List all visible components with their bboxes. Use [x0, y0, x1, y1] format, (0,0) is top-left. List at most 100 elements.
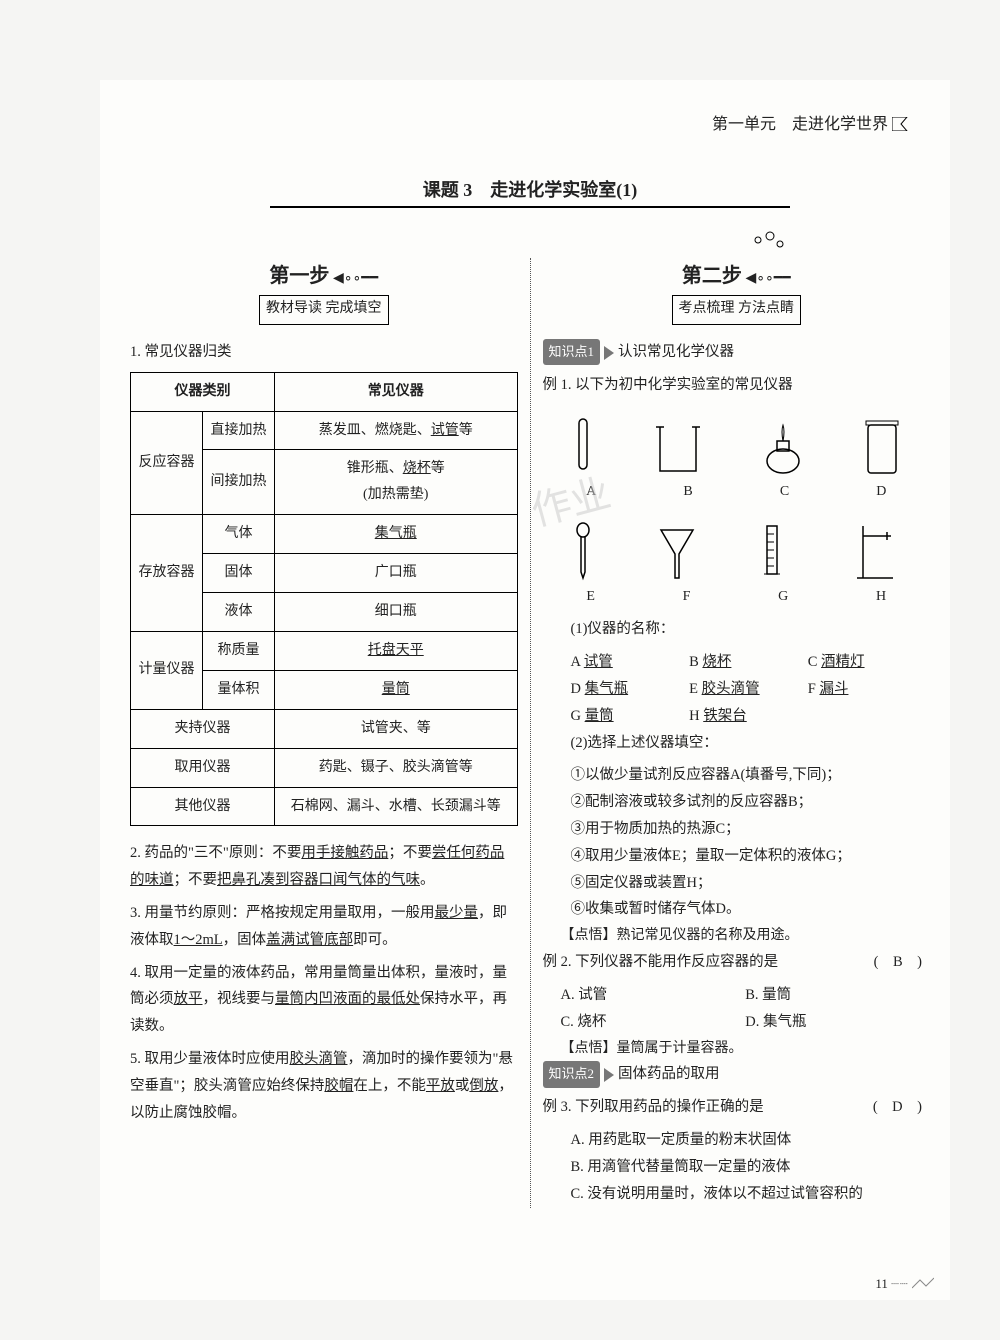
cell: 间接加热: [202, 450, 274, 515]
opt: B. 用滴管代替量筒取一定量的液体: [571, 1154, 931, 1181]
sel-item: ②配制溶液或较多试剂的反应容器B；: [571, 789, 931, 816]
flag-icon: [892, 117, 910, 136]
cell: 直接加热: [202, 411, 274, 450]
sel-item: ⑥收集或暂时储存气体D。: [571, 896, 931, 923]
unit-header-text: 第一单元 走进化学世界: [712, 116, 888, 133]
cell: 其他仪器: [131, 787, 275, 826]
kp1-tag: 知识点1: [543, 339, 601, 365]
apparatus-row-2: [543, 512, 931, 582]
kp-arrow-icon: [604, 346, 614, 360]
cell: 量筒: [274, 670, 517, 709]
ex3-answer: ( D ): [873, 1094, 922, 1121]
cell: 药匙、镊子、胶头滴管等: [274, 748, 517, 787]
cell: 量体积: [202, 670, 274, 709]
gas-jar-icon: [864, 417, 900, 477]
ex2-opts-1: A. 试管 B. 量筒: [561, 982, 931, 1009]
title-ornament-icon: [750, 228, 790, 258]
ex3-opts: A. 用药匙取一定质量的粉末状固体 B. 用滴管代替量筒取一定量的液体 C. 没…: [543, 1127, 931, 1207]
cell: 液体: [202, 593, 274, 632]
th-category: 仪器类别: [131, 372, 275, 411]
sel-list: ①以做少量试剂反应容器A(填番号,下同)； ②配制溶液或较多试剂的反应容器B； …: [543, 762, 931, 923]
ex2-opts-2: C. 烧杯 D. 集气瓶: [561, 1009, 931, 1036]
cell: 试管夹、等: [274, 709, 517, 748]
cell: 石棉网、漏斗、水槽、长颈漏斗等: [274, 787, 517, 826]
label-row-2: E F G H: [543, 584, 931, 610]
kp2-text: 固体药品的取用: [618, 1066, 720, 1082]
sel-item: ⑤固定仪器或装置H；: [571, 870, 931, 897]
table-row: 仪器类别 常见仪器: [131, 372, 518, 411]
cell: 计量仪器: [131, 631, 203, 709]
step2-sub: 考点梳理 方法点睛: [672, 295, 802, 325]
step1-label: 第一步: [269, 265, 329, 287]
u-text: 托盘天平: [368, 643, 424, 658]
table-row: 其他仪器 石棉网、漏斗、水槽、长颈漏斗等: [131, 787, 518, 826]
para-3: 3. 用量节约原则：严格按规定用量取用，一般用最少量，即液体取1～2mL，固体盖…: [130, 900, 518, 954]
para-5: 5. 取用少量液体时应使用胶头滴管，滴加时的操作要领为"悬空垂直"；胶头滴管应始…: [130, 1046, 518, 1126]
right-column: 第二步 ◀∘∘━━ 考点梳理 方法点睛 知识点1 认识常见化学仪器 例 1. 以下…: [543, 258, 931, 1208]
u-text: 量筒: [382, 682, 410, 697]
pgnum-dots-icon: ┈┈: [891, 1276, 909, 1291]
names-grid: A 试管 B 烧杯 C 酒精灯 D 集气瓶 E 胶头滴管 F 漏斗 G 量筒 H…: [543, 649, 931, 729]
u-text: 试管: [431, 423, 459, 438]
cell: 集气瓶: [274, 515, 517, 554]
unit-header: 第一单元 走进化学世界: [130, 110, 930, 136]
cell: 取用仪器: [131, 748, 275, 787]
opt: A. 用药匙取一定质量的粉末状固体: [571, 1127, 931, 1154]
table-row: 存放容器 气体 集气瓶: [131, 515, 518, 554]
opt: C. 没有说明用量时，液体以不超过试管容积的: [571, 1181, 931, 1208]
cell: 广口瓶: [274, 554, 517, 593]
sel-title: (2)选择上述仪器填空：: [543, 730, 931, 757]
step2-banner: 第二步 ◀∘∘━━ 考点梳理 方法点睛: [543, 258, 931, 325]
sel-item: ①以做少量试剂反应容器A(填番号,下同)；: [571, 762, 931, 789]
cell: 蒸发皿、燃烧匙、试管等: [274, 411, 517, 450]
table-row: 取用仪器 药匙、镊子、胶头滴管等: [131, 748, 518, 787]
cell: 存放容器: [131, 515, 203, 632]
ex1-q: 例 1. 以下为初中化学实验室的常见仪器: [543, 372, 931, 399]
alcohol-lamp-icon: [763, 421, 803, 477]
th-common: 常见仪器: [274, 372, 517, 411]
para-4: 4. 取用一定量的液体药品，常用量筒量出体积，量液时，量筒必须放平，视线要与量筒…: [130, 960, 518, 1040]
cell: 夹持仪器: [131, 709, 275, 748]
page: 第一单元 走进化学世界 课题 3 走进化学实验室(1) 作业 第一步 ◀∘∘━━…: [100, 80, 950, 1300]
kp-arrow-icon: [604, 1068, 614, 1082]
u-text: 集气瓶: [375, 526, 417, 541]
cell: 托盘天平: [274, 631, 517, 670]
two-column-layout: 第一步 ◀∘∘━━ 教材导读 完成填空 1. 常见仪器归类 仪器类别 常见仪器 …: [130, 258, 930, 1208]
apparatus-row-1: [543, 407, 931, 477]
page-number: 11 ┈┈: [875, 1276, 934, 1292]
kp1: 知识点1 认识常见化学仪器: [543, 339, 931, 366]
cell: 锥形瓶、烧杯等(加热需垫): [274, 450, 517, 515]
test-tube-icon: [573, 417, 593, 477]
dianwu-2: 【点悟】量筒属于计量容器。: [561, 1036, 931, 1062]
beaker-icon: [654, 421, 702, 477]
u-text: 烧杯: [403, 461, 431, 476]
apparatus-table: 仪器类别 常见仪器 反应容器 直接加热 蒸发皿、燃烧匙、试管等 间接加热 锥形瓶…: [130, 372, 518, 827]
kp2-tag: 知识点2: [543, 1061, 601, 1087]
kp2: 知识点2 固体药品的取用: [543, 1061, 931, 1088]
step1-arrow-icon: ◀∘∘━━: [333, 271, 378, 286]
para-2: 2. 药品的"三不"原则：不要用手接触药品；不要尝任何药品的味道；不要把鼻孔凑到…: [130, 840, 518, 894]
ex3-q: 例 3. 下列取用药品的操作正确的是 ( D ): [543, 1094, 931, 1121]
names-title: (1)仪器的名称：: [543, 616, 931, 643]
ex2-answer: ( B ): [874, 949, 922, 976]
kp1-text: 认识常见化学仪器: [618, 344, 734, 360]
step2-label: 第二步: [682, 265, 742, 287]
iron-stand-icon: [847, 520, 897, 582]
label-row-1: A B C D: [543, 479, 931, 505]
cell: 气体: [202, 515, 274, 554]
sel-item: ④取用少量液体E；量取一定体积的液体G；: [571, 843, 931, 870]
cell: 反应容器: [131, 411, 203, 515]
left-column: 第一步 ◀∘∘━━ 教材导读 完成填空 1. 常见仪器归类 仪器类别 常见仪器 …: [130, 258, 518, 1208]
lesson-title: 课题 3 走进化学实验室(1): [270, 176, 790, 208]
table-row: 夹持仪器 试管夹、等: [131, 709, 518, 748]
cell: 称质量: [202, 631, 274, 670]
section-1-heading: 1. 常见仪器归类: [130, 339, 518, 366]
step1-sub: 教材导读 完成填空: [259, 295, 389, 325]
table-row: 反应容器 直接加热 蒸发皿、燃烧匙、试管等: [131, 411, 518, 450]
funnel-icon: [657, 526, 697, 582]
ex2-q: 例 2. 下列仪器不能用作反应容器的是 ( B ): [543, 949, 931, 976]
table-row: 计量仪器 称质量 托盘天平: [131, 631, 518, 670]
column-divider: [530, 258, 531, 1208]
dianwu-1: 【点悟】熟记常见仪器的名称及用途。: [561, 923, 931, 949]
sel-item: ③用于物质加热的热源C；: [571, 816, 931, 843]
